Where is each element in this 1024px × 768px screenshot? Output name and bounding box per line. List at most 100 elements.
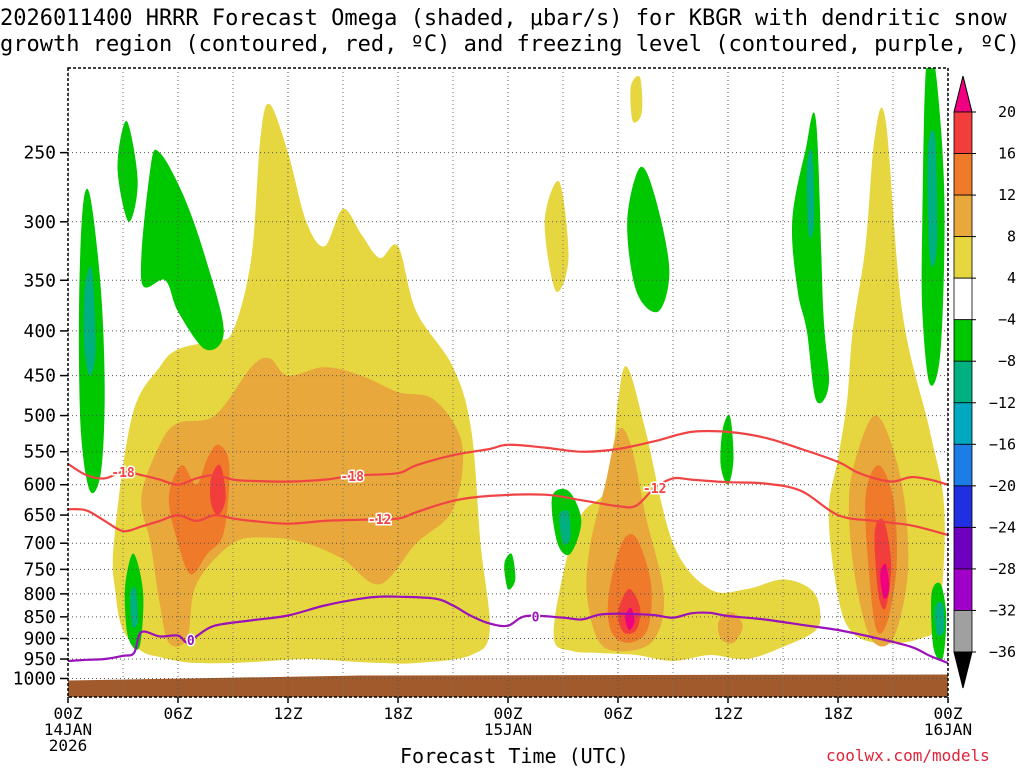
colorbar-swatch-10 <box>953 485 973 528</box>
colorbar-tick-label: −24 <box>989 518 1016 536</box>
x-tick-6: 12Z <box>714 697 743 723</box>
y-tick-600: 600 <box>23 475 68 496</box>
y-tick-850: 850 <box>23 607 68 628</box>
dendritic-contour-label-0-1: -18 <box>340 470 364 485</box>
x-tick-label: 00Z <box>494 704 523 723</box>
colorbar-swatch-13 <box>953 610 973 653</box>
colorbar-tick-label: −8 <box>998 352 1016 370</box>
omega-region-4 <box>630 75 643 123</box>
y-tick-label: 750 <box>23 559 56 580</box>
colorbar-tick-label: −20 <box>989 477 1016 495</box>
y-tick-label: 650 <box>23 505 56 526</box>
colorbar-tick-label: −16 <box>989 435 1016 453</box>
y-tick-550: 550 <box>23 442 68 463</box>
x-tick-7: 18Z <box>824 697 853 723</box>
x-tick-label: 00Z <box>54 704 83 723</box>
x-tick-1: 06Z <box>164 697 193 723</box>
chart-title: 2026011400 HRRR Forecast Omega (shaded, … <box>0 6 1020 58</box>
y-tick-label: 400 <box>23 321 56 342</box>
dendritic-contour-label-1-0: -12 <box>368 513 391 528</box>
colorbar-swatch-12 <box>953 568 973 611</box>
colorbar-swatch-8 <box>953 402 973 445</box>
x-tick-date: 14JAN <box>44 720 92 739</box>
y-tick-700: 700 <box>23 533 68 554</box>
colorbar-tick-4: 4 <box>972 269 1016 287</box>
x-tick-2: 12Z <box>274 697 303 723</box>
omega-region-29 <box>130 586 138 628</box>
plot-area: -18 -18 -12 -12 0 0 <box>68 68 948 697</box>
omega-region-33 <box>934 601 945 636</box>
omega-region-28 <box>83 266 96 376</box>
colorbar-tick-11: −28 <box>972 560 1016 578</box>
omega-region-3 <box>544 180 569 293</box>
colorbar-tick-0: 20 <box>972 103 1016 121</box>
y-tick-label: 1000 <box>13 668 56 689</box>
colorbar-tick-5: −4 <box>972 311 1016 329</box>
colorbar-swatch-5 <box>953 277 973 321</box>
colorbar: 20 16 12 8 4 −4 −8 −12 −16 −20 −24 −28 −32 −36 <box>953 75 1016 689</box>
terrain-surface <box>68 674 948 697</box>
omega-region-31 <box>806 149 815 239</box>
title-line-2: growth region (contoured, red, ºC) and f… <box>0 32 1020 57</box>
colorbar-tick-label: −4 <box>998 311 1016 329</box>
omega-region-19 <box>117 120 138 222</box>
colorbar-tick-label: −36 <box>989 643 1016 661</box>
y-tick-650: 650 <box>23 505 68 526</box>
y-tick-250: 250 <box>23 143 68 164</box>
y-tick-label: 600 <box>23 475 56 496</box>
y-tick-450: 450 <box>23 366 68 387</box>
dendritic-contour-label-0-0: -18 <box>111 466 135 481</box>
colorbar-tick-label: 4 <box>1007 269 1016 287</box>
colorbar-swatch-6 <box>953 319 973 362</box>
x-tick-5: 06Z <box>604 697 633 723</box>
colorbar-tick-2: 12 <box>972 186 1016 204</box>
omega-region-18 <box>140 149 224 351</box>
omega-region-27 <box>504 553 516 590</box>
colorbar-top-arrow <box>953 75 973 113</box>
omega-region-23 <box>791 112 830 404</box>
y-tick-label: 250 <box>23 143 56 164</box>
x-tick-label: 12Z <box>274 704 303 723</box>
x-tick-label: 18Z <box>384 704 413 723</box>
omega-region-16 <box>880 563 890 600</box>
x-tick-label: 12Z <box>714 704 743 723</box>
title-line-1: 2026011400 HRRR Forecast Omega (shaded, … <box>0 6 1007 31</box>
colorbar-tick-3: 8 <box>972 228 1016 246</box>
x-tick-date: 15JAN <box>484 720 532 739</box>
colorbar-swatch-7 <box>953 360 973 404</box>
y-tick-750: 750 <box>23 559 68 580</box>
x-tick-year: 2026 <box>49 736 88 755</box>
x-tick-3: 18Z <box>384 697 413 723</box>
x-tick-date: 16JAN <box>924 720 972 739</box>
colorbar-tick-label: 20 <box>998 103 1016 121</box>
colorbar-tick-label: 8 <box>1007 228 1016 246</box>
dendritic-contour-label-1-1: -12 <box>643 482 666 497</box>
colorbar-swatch-11 <box>953 526 973 570</box>
y-tick-label: 550 <box>23 442 56 463</box>
x-tick-label: 06Z <box>604 704 633 723</box>
y-tick-500: 500 <box>23 406 68 427</box>
colorbar-tick-8: −16 <box>972 435 1016 453</box>
y-tick-label: 850 <box>23 607 56 628</box>
omega-region-32 <box>559 510 571 545</box>
credit-text[interactable]: coolwx.com/models <box>826 746 990 765</box>
freezing-level-label-1: 0 <box>532 610 540 625</box>
colorbar-tick-6: −8 <box>972 352 1016 370</box>
colorbar-swatch-3 <box>953 194 973 238</box>
colorbar-tick-label: 12 <box>998 186 1016 204</box>
omega-region-8 <box>717 612 743 644</box>
colorbar-swatch-4 <box>953 236 973 279</box>
y-tick-label: 350 <box>23 270 56 291</box>
y-tick-label: 900 <box>23 629 56 650</box>
y-tick-400: 400 <box>23 321 68 342</box>
dendritic-contour-0 <box>68 429 948 486</box>
omega-region-26 <box>720 414 734 485</box>
colorbar-bottom-arrow <box>953 651 973 689</box>
y-tick-1000: 1000 <box>13 668 68 689</box>
y-tick-label: 950 <box>23 649 56 670</box>
colorbar-tick-10: −24 <box>972 518 1016 536</box>
